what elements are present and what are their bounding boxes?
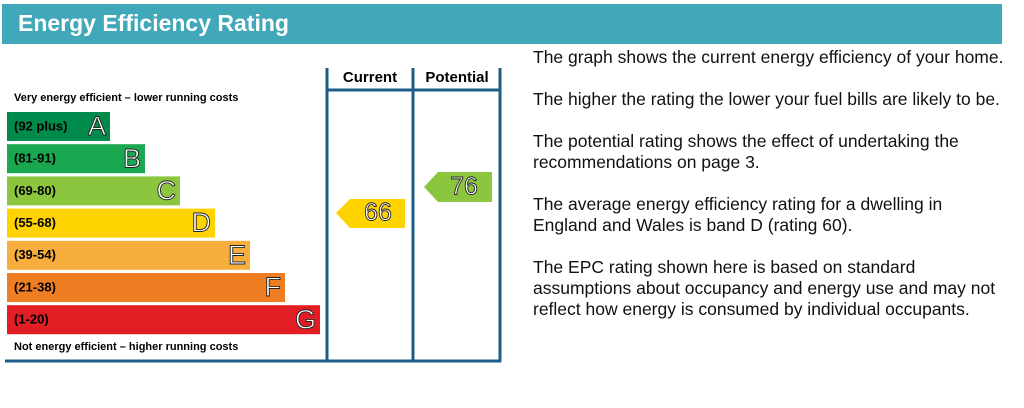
band-range: (1-20) [14, 312, 49, 327]
current-score: 66 [364, 199, 392, 227]
rating-chart: Current Potential Very energy efficient … [5, 68, 502, 363]
potential-arrow: 76 [424, 172, 492, 202]
band-bar [7, 305, 320, 335]
explanation: The graph shows the current energy effic… [533, 47, 1005, 341]
band-letter: C [157, 176, 177, 206]
column-header: Current [343, 69, 397, 86]
paragraph: The higher the rating the lower your fue… [533, 89, 1000, 109]
bottom-note: Not energy efficient – higher running co… [14, 341, 238, 353]
band-bar [7, 112, 110, 141]
band-bar [7, 176, 180, 206]
paragraph: The graph shows the current energy effic… [533, 47, 1004, 67]
title: Energy Efficiency Rating [18, 10, 289, 36]
column-header: Potential [425, 69, 488, 86]
band-letter: D [192, 208, 212, 238]
band-letter: A [88, 111, 106, 141]
potential-score: 76 [450, 173, 478, 201]
band-range: (39-54) [14, 247, 56, 262]
band-range: (55-68) [14, 215, 56, 230]
band-bar [7, 273, 285, 302]
arrow [336, 199, 405, 228]
arrow [424, 172, 492, 202]
paragraph: The EPC rating shown here is based on st… [533, 257, 996, 319]
band-range: (81-91) [14, 151, 56, 166]
band-range: (21-38) [14, 279, 56, 294]
header-bar: Energy Efficiency Rating [2, 4, 1002, 44]
frame [5, 68, 502, 363]
paragraph: The potential rating shows the effect of… [533, 131, 959, 172]
top-note: Very energy efficient – lower running co… [14, 92, 238, 104]
band-letter: E [228, 240, 246, 270]
band-bar [7, 240, 250, 270]
current-arrow: 66 [336, 198, 405, 228]
band-letter: F [265, 272, 282, 302]
band-range: (92 plus) [14, 118, 67, 133]
band-bar [7, 208, 215, 238]
band-letter: G [295, 304, 316, 334]
band-range: (69-80) [14, 183, 56, 198]
band-letter: B [123, 143, 141, 173]
band-bar [7, 144, 145, 174]
paragraph: The average energy efficiency rating for… [533, 194, 943, 235]
